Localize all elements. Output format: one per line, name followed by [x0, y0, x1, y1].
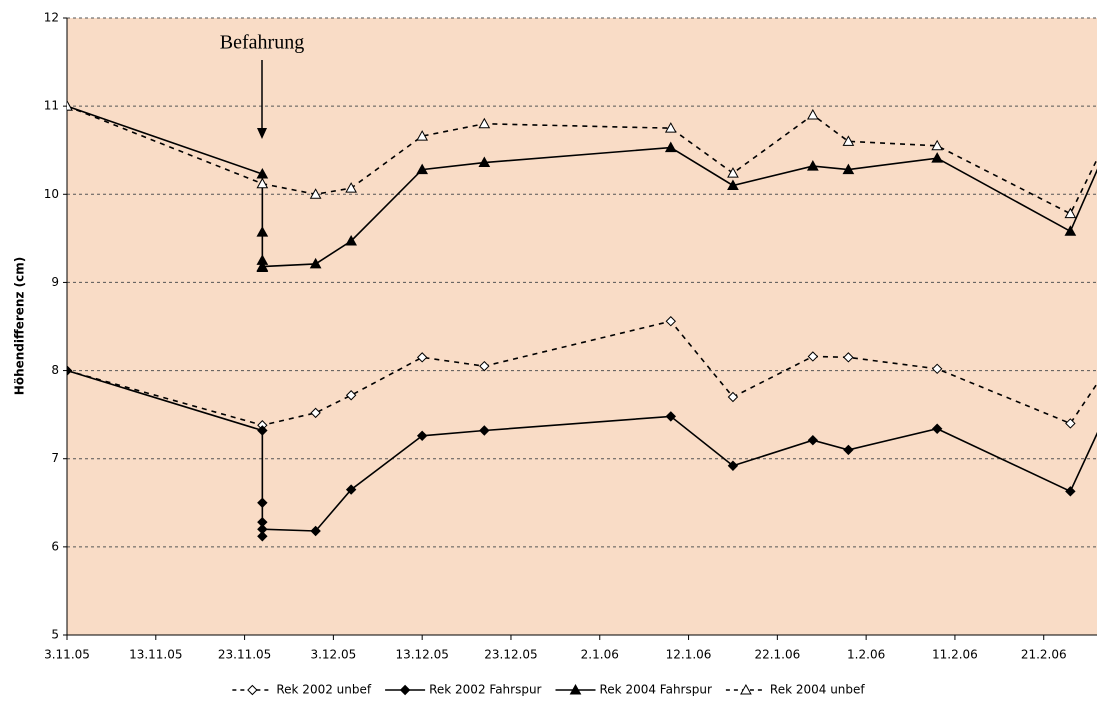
- marker: [416, 130, 429, 141]
- marker: [807, 351, 819, 362]
- x-tick-label: 13.11.05: [129, 648, 182, 662]
- y-tick-label: 9: [51, 275, 59, 289]
- legend-label: Rek 2002 Fahrspur: [429, 683, 541, 697]
- y-tick-label: 11: [44, 99, 59, 113]
- marker: [727, 179, 739, 190]
- marker: [345, 390, 357, 401]
- marker: [664, 141, 677, 153]
- marker: [807, 108, 819, 120]
- y-tick-label: 12: [44, 11, 59, 25]
- marker: [664, 122, 677, 133]
- marker: [842, 135, 855, 146]
- marker: [257, 425, 268, 436]
- marker: [1064, 207, 1077, 219]
- x-tick-label: 3.11.05: [44, 648, 90, 662]
- marker: [345, 484, 357, 495]
- marker: [256, 226, 269, 237]
- marker: [1065, 418, 1076, 429]
- marker: [569, 683, 582, 695]
- marker: [843, 444, 854, 456]
- marker: [727, 167, 739, 178]
- marker: [842, 163, 855, 175]
- legend-label: Rek 2004 Fahrspur: [600, 683, 712, 697]
- plot-area: [67, 100, 1097, 542]
- x-tick-label: 1.2.06: [847, 648, 885, 662]
- marker: [399, 684, 411, 696]
- marker: [310, 525, 321, 537]
- marker: [740, 683, 752, 695]
- marker: [416, 163, 429, 175]
- y-tick-label: 8: [51, 363, 59, 377]
- x-tick-label: 22.1.06: [754, 648, 800, 662]
- legend-label: Rek 2004 unbef: [770, 683, 866, 697]
- x-tick-label: 13.12.05: [395, 648, 448, 662]
- marker: [931, 152, 944, 163]
- marker: [256, 177, 269, 189]
- marker: [257, 497, 268, 508]
- x-tick-label: 3.12.05: [310, 648, 356, 662]
- y-tick-label: 6: [51, 539, 59, 553]
- marker: [931, 363, 943, 375]
- marker: [727, 460, 739, 471]
- marker: [479, 425, 490, 436]
- annotation-arrowhead: [257, 128, 267, 139]
- marker: [309, 257, 322, 269]
- marker: [478, 156, 491, 168]
- marker: [247, 684, 258, 696]
- x-tick-label: 23.11.05: [218, 648, 271, 662]
- marker: [1064, 225, 1077, 236]
- marker: [67, 100, 73, 111]
- y-tick-label: 7: [51, 451, 59, 465]
- marker: [479, 360, 490, 372]
- marker: [478, 117, 491, 129]
- marker: [416, 430, 428, 442]
- x-tick-label: 21.2.06: [1021, 648, 1067, 662]
- marker: [665, 411, 677, 422]
- x-tick-label: 12.1.06: [666, 648, 712, 662]
- marker: [665, 316, 677, 327]
- x-tick-label: 11.2.06: [932, 648, 978, 662]
- x-tick-label: 2.1.06: [581, 648, 619, 662]
- marker: [807, 160, 819, 171]
- marker: [67, 365, 73, 376]
- marker: [345, 234, 357, 246]
- marker: [727, 391, 739, 403]
- marker: [416, 352, 428, 363]
- x-tick-label: 23.12.05: [484, 648, 537, 662]
- y-tick-label: 10: [44, 187, 59, 201]
- legend-label: Rek 2002 unbef: [276, 683, 372, 697]
- marker: [257, 531, 268, 542]
- y-axis-label: Höhendifferenz (cm): [13, 257, 27, 395]
- marker: [309, 188, 322, 199]
- marker: [345, 182, 357, 193]
- marker: [1065, 486, 1076, 497]
- legend: Rek 2002 unbef Rek 2002 Fahrspur Rek 2004 …: [232, 683, 865, 697]
- marker: [931, 139, 944, 151]
- marker: [807, 434, 819, 446]
- annotation: Befahrung: [220, 32, 304, 54]
- marker: [256, 260, 269, 272]
- marker: [310, 407, 321, 419]
- y-tick-label: 5: [51, 628, 59, 642]
- plot-background: [67, 18, 1097, 635]
- marker: [257, 524, 268, 535]
- marker: [843, 352, 854, 363]
- marker: [931, 423, 943, 434]
